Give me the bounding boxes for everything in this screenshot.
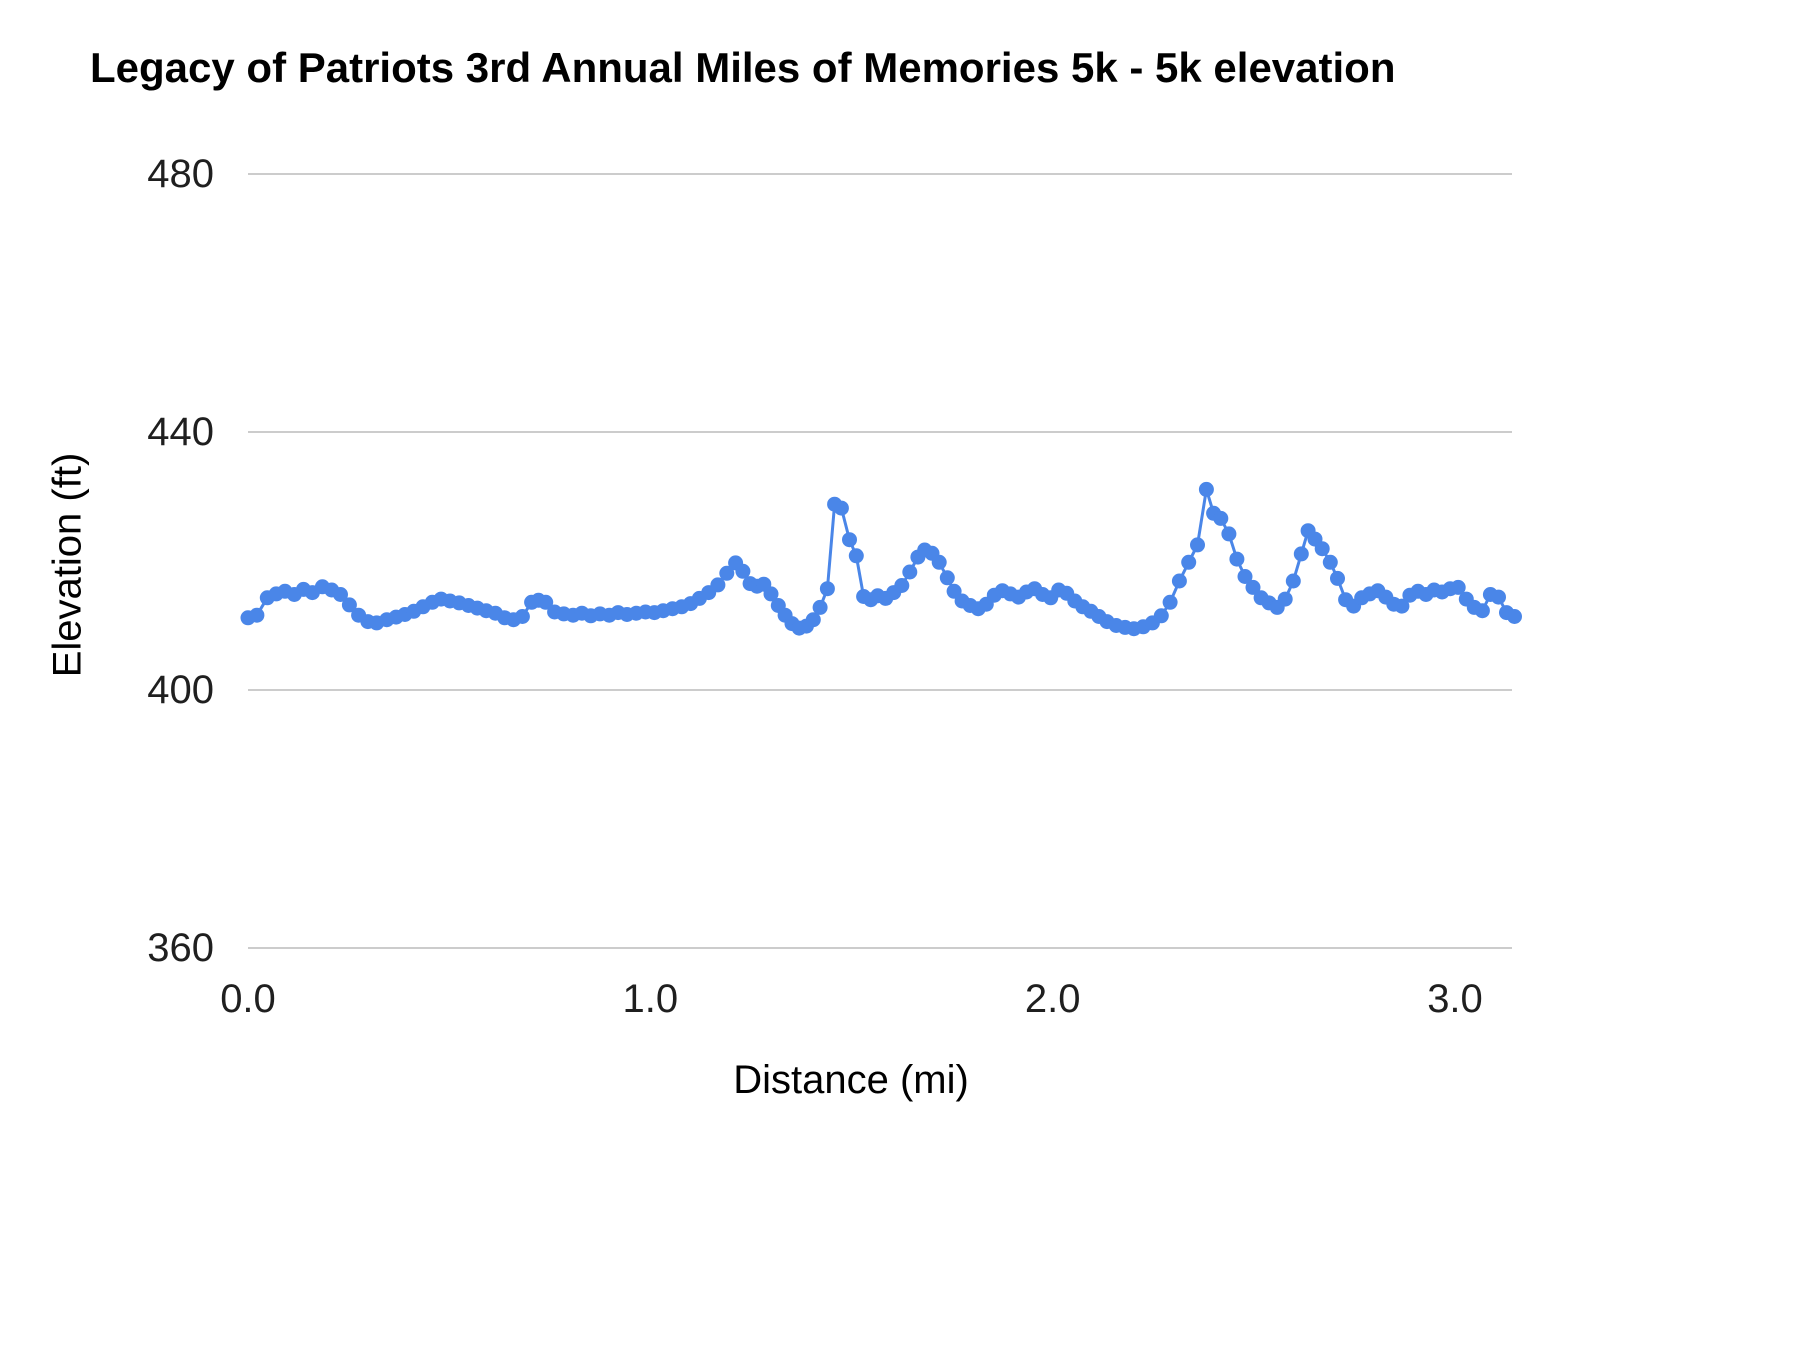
y-tick-label: 400: [147, 668, 214, 712]
elevation-points: [240, 481, 1522, 637]
data-point[interactable]: [931, 554, 947, 570]
data-point[interactable]: [514, 609, 530, 624]
data-point[interactable]: [710, 577, 726, 593]
data-point[interactable]: [1153, 608, 1169, 624]
data-point[interactable]: [719, 565, 735, 581]
data-point[interactable]: [1277, 591, 1293, 607]
data-point[interactable]: [848, 548, 864, 564]
data-point[interactable]: [249, 607, 265, 623]
data-point[interactable]: [538, 594, 554, 610]
data-point[interactable]: [763, 586, 779, 602]
x-axis-tick-labels: 0.0 1.0 2.0 3.0: [220, 977, 1483, 1021]
gridlines: [248, 173, 1512, 949]
data-point[interactable]: [894, 578, 910, 593]
data-point[interactable]: [341, 597, 357, 613]
data-point[interactable]: [939, 570, 955, 586]
data-point[interactable]: [1474, 603, 1490, 619]
data-point[interactable]: [1491, 589, 1506, 605]
data-point[interactable]: [333, 587, 348, 602]
data-point[interactable]: [812, 599, 828, 615]
x-axis-title: Distance (mi): [733, 1058, 969, 1102]
data-point[interactable]: [1394, 598, 1410, 614]
x-tick-label: 1.0: [623, 977, 679, 1021]
data-point[interactable]: [735, 563, 751, 579]
data-point[interactable]: [1171, 573, 1187, 589]
data-point[interactable]: [833, 500, 849, 516]
data-point[interactable]: [805, 612, 821, 628]
x-tick-label: 3.0: [1427, 977, 1483, 1021]
data-point[interactable]: [1162, 594, 1178, 610]
data-point[interactable]: [902, 564, 918, 580]
data-point[interactable]: [1245, 579, 1261, 595]
data-point[interactable]: [1322, 554, 1338, 570]
data-point[interactable]: [1285, 573, 1301, 589]
y-tick-label: 480: [147, 152, 214, 196]
data-point[interactable]: [1293, 546, 1309, 562]
x-tick-label: 2.0: [1025, 977, 1081, 1021]
chart-title: Legacy of Patriots 3rd Annual Miles of M…: [90, 44, 1396, 91]
data-point[interactable]: [1314, 541, 1330, 557]
data-point[interactable]: [1190, 537, 1205, 553]
data-point[interactable]: [1198, 481, 1214, 497]
data-point[interactable]: [1229, 551, 1245, 567]
data-point[interactable]: [1213, 510, 1229, 526]
data-point[interactable]: [1237, 569, 1253, 584]
data-point[interactable]: [1330, 570, 1345, 586]
y-axis-tick-labels: 360 400 440 480: [147, 152, 214, 970]
data-point[interactable]: [1450, 579, 1466, 595]
data-point[interactable]: [819, 581, 835, 597]
data-point[interactable]: [1221, 526, 1237, 542]
y-tick-label: 440: [147, 410, 214, 454]
x-tick-label: 0.0: [220, 977, 276, 1021]
data-point[interactable]: [1507, 609, 1522, 624]
data-point[interactable]: [842, 532, 857, 548]
y-tick-label: 360: [147, 926, 214, 970]
data-point[interactable]: [1181, 554, 1197, 570]
